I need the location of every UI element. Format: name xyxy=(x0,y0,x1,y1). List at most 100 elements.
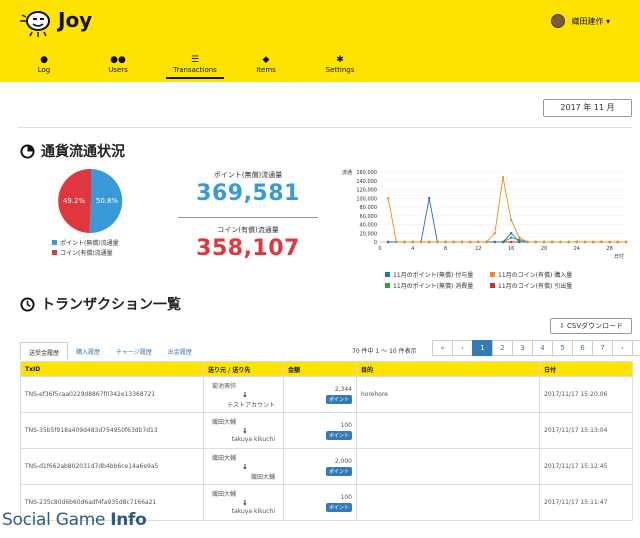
x-tick-label: 0 xyxy=(378,246,381,252)
table-row[interactable]: TNS-ef36f5caa0229d8867f0342e13368721 菊池琢… xyxy=(20,376,633,413)
x-tick-label: 16 xyxy=(508,246,514,252)
history-icon xyxy=(20,296,35,312)
table-header-row: TxID 送り元 / 送り先 金額 目的 日付 xyxy=(20,361,633,377)
tab-transfer-history[interactable]: 送受金履歴 xyxy=(20,342,69,360)
purpose-cell xyxy=(356,448,540,485)
transactions-table: TxID 送り元 / 送り先 金額 目的 日付 TNS-ef36f5caa022… xyxy=(20,361,633,521)
legend-swatch xyxy=(490,272,495,277)
arrow-down-icon: ↓ xyxy=(242,426,248,435)
amount-cell: 100 ポイント xyxy=(283,412,357,449)
arrow-down-icon: ↓ xyxy=(242,462,248,471)
data-point xyxy=(469,240,472,244)
x-axis-label: 日付 xyxy=(614,253,624,260)
arrow-down-icon: ↓ xyxy=(242,498,248,507)
page-next[interactable]: › xyxy=(612,340,633,356)
watermark: Social Game Info xyxy=(2,510,147,530)
x-tick-label: 24 xyxy=(574,246,580,252)
data-point xyxy=(395,240,398,244)
distribution-pie-chart: 50.8% 49.2% xyxy=(58,168,123,234)
page-1[interactable]: 1 xyxy=(472,340,493,356)
page-7[interactable]: 7 xyxy=(592,340,613,356)
data-point xyxy=(387,197,390,200)
y-axis-label: 流通 xyxy=(342,169,352,176)
data-point xyxy=(526,240,529,244)
legend-label: 11月のコイン(有償) 購入量 xyxy=(498,272,573,279)
y-tick-label: 20,000 xyxy=(360,231,378,237)
data-point xyxy=(501,240,505,244)
data-point xyxy=(493,240,496,244)
table-row[interactable]: TNS-235c80d6b60d6adf4fa935d8c7166a21 織田大… xyxy=(20,484,633,521)
avatar xyxy=(551,14,566,28)
nav-transactions[interactable]: ☰ Transactions xyxy=(166,54,224,79)
nav-label: Items xyxy=(256,66,276,74)
legend-label: 11月のポイント(無償) 付与量 xyxy=(393,272,474,279)
y-tick-label: 0 xyxy=(374,240,377,246)
legend-swatch xyxy=(385,283,390,288)
legend-label: コイン(有償)流通量 xyxy=(60,250,113,257)
nav-settings[interactable]: ✱ Settings xyxy=(314,54,366,79)
x-tick-label: 12 xyxy=(475,246,481,252)
data-point xyxy=(428,240,431,244)
line-legend-3: 11月のコイン(有償) 引出量 xyxy=(490,281,572,290)
nav-label: Log xyxy=(37,66,51,74)
y-tick-label: 140,000 xyxy=(356,179,377,185)
amount-value: 100 xyxy=(340,421,352,429)
nav-users[interactable]: ●● Users xyxy=(92,54,144,79)
legend-label: ポイント(無償)流通量 xyxy=(60,240,119,247)
section-title-text: トランザクション一覧 xyxy=(41,297,181,313)
page-prev[interactable]: ‹ xyxy=(452,340,473,356)
users-icon: ●● xyxy=(110,55,126,65)
sender: 菊池琢弥 xyxy=(212,382,237,390)
transaction-tabs: 送受金履歴 購入履歴 チャージ履歴 出金履歴 xyxy=(20,342,200,360)
watermark-text-bold: Info xyxy=(110,510,147,530)
page-3[interactable]: 3 xyxy=(512,340,533,356)
y-tick-label: 40,000 xyxy=(360,223,378,229)
sender: 織田大輔 xyxy=(212,490,237,498)
amount-cell: 100 ポイント xyxy=(283,484,357,521)
pie-label-point: 50.8% xyxy=(96,197,119,205)
point-flow-value: 369,581 xyxy=(196,181,300,206)
tab-withdrawal-history[interactable]: 出金履歴 xyxy=(167,349,192,356)
legend-swatch xyxy=(385,272,390,277)
line-legend-1: 11月のコイン(有償) 購入量 xyxy=(490,270,572,279)
line-legend-0: 11月のポイント(無償) 付与量 xyxy=(385,270,473,279)
page-last[interactable]: » xyxy=(632,340,640,356)
data-point xyxy=(387,240,390,244)
csv-download-button[interactable]: ⇩ CSVダウンロード xyxy=(550,318,632,334)
amount-value: 2,000 xyxy=(334,457,352,465)
page-2[interactable]: 2 xyxy=(492,340,513,356)
data-point xyxy=(542,240,546,244)
page-4[interactable]: 4 xyxy=(532,340,553,356)
currency-badge: ポイント xyxy=(325,502,352,512)
data-point xyxy=(403,240,406,244)
page-first[interactable]: « xyxy=(432,340,453,356)
tab-charge-history[interactable]: チャージ履歴 xyxy=(116,349,152,356)
tag-icon: ◆ xyxy=(262,55,270,65)
page-6[interactable]: 6 xyxy=(572,340,593,356)
purpose-cell: horehore xyxy=(356,376,540,413)
y-tick-label: 60,000 xyxy=(360,214,378,220)
user-menu[interactable]: 織田建作 ▾ xyxy=(551,14,610,28)
result-count: 70 件中 1 ～ 10 件表示 xyxy=(352,348,417,355)
amount-value: 2,344 xyxy=(334,385,352,393)
data-point xyxy=(436,240,439,244)
data-point xyxy=(493,232,496,235)
table-row[interactable]: TNS-35b5f918a409d483d754950f63db7d13 織田大… xyxy=(20,412,633,449)
nav-label: Users xyxy=(108,66,128,74)
data-point xyxy=(534,240,537,244)
csv-label: CSVダウンロード xyxy=(566,322,624,330)
transactions-section-title: トランザクション一覧 xyxy=(20,294,181,314)
tab-purchase-history[interactable]: 購入履歴 xyxy=(76,349,101,356)
nav-items[interactable]: ◆ Items xyxy=(240,54,292,79)
pie-slice-coin xyxy=(58,168,91,233)
nav-label: Transactions xyxy=(173,66,217,74)
nav-log[interactable]: ● Log xyxy=(18,54,70,79)
month-selector[interactable]: 2017 年 11 月 xyxy=(543,99,632,117)
data-point xyxy=(592,240,595,244)
page-5[interactable]: 5 xyxy=(552,340,573,356)
legend-label: 11月のコイン(有償) 引出量 xyxy=(498,283,573,290)
col-amount: 金額 xyxy=(283,361,357,377)
date-cell: 2017/11/17 15:20:06 xyxy=(539,376,633,413)
table-row[interactable]: TNS-d1f662ab802031d7db4bb6ce14a6e9a5 織田大… xyxy=(20,448,633,485)
data-point xyxy=(428,197,431,200)
